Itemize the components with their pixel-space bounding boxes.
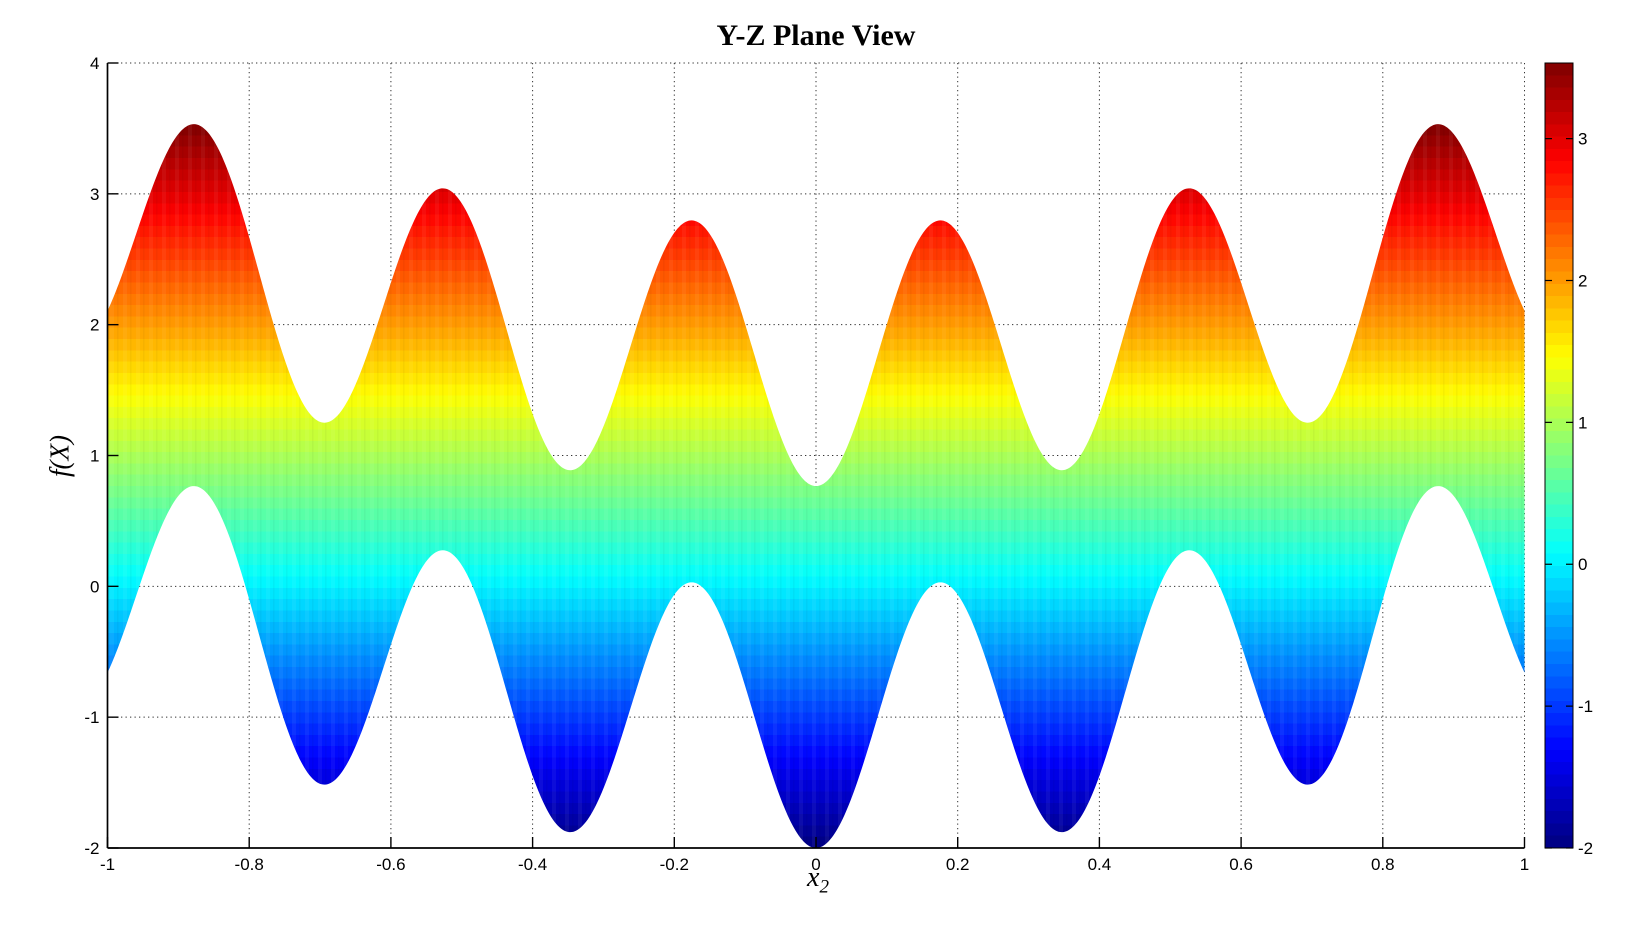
colorbar-border (1544, 62, 1574, 849)
y-axis-label: f(X) (44, 435, 75, 477)
y-tick-label: 3 (90, 185, 99, 204)
x-tick-label: -0.6 (376, 855, 405, 874)
x-tick-label: 0 (811, 855, 820, 874)
x-tick-label: 0.2 (946, 855, 970, 874)
y-tick-label: 4 (90, 54, 99, 73)
colorbar-ticks (1545, 138, 1573, 849)
colorbar-tick-label: 0 (1578, 555, 1587, 574)
x-tick-label: -0.8 (235, 855, 264, 874)
y-tick-label: 1 (90, 447, 99, 466)
y-tick-label: 2 (90, 316, 99, 335)
colorbar-tick-label: -1 (1578, 697, 1593, 716)
x-tick-label: -0.2 (660, 855, 689, 874)
colorbar-tick-label: 3 (1578, 130, 1587, 149)
x-tick-label: -1 (100, 855, 115, 874)
surface-band-mesh-overlay (107, 124, 1525, 848)
x-axis-label: x2 (807, 862, 829, 898)
x-tick-label: 0.4 (1088, 855, 1112, 874)
colorbar-tick-label: 2 (1578, 271, 1587, 290)
x-tick-label: 0.6 (1229, 855, 1253, 874)
x-tick-label: 0.8 (1371, 855, 1395, 874)
y-tick-label: -1 (84, 708, 99, 727)
y-tick-label: 0 (90, 577, 99, 596)
x-tick-label: -0.4 (518, 855, 547, 874)
colorbar-tick-label: -2 (1578, 839, 1593, 858)
colorbar (1545, 63, 1573, 848)
x-tick-label: 1 (1520, 855, 1529, 874)
y-tick-label: -2 (84, 839, 99, 858)
chart-title: Y-Z Plane View (716, 19, 916, 52)
tick-marks (106, 62, 1526, 849)
colorbar-tick-label: 1 (1578, 413, 1587, 432)
